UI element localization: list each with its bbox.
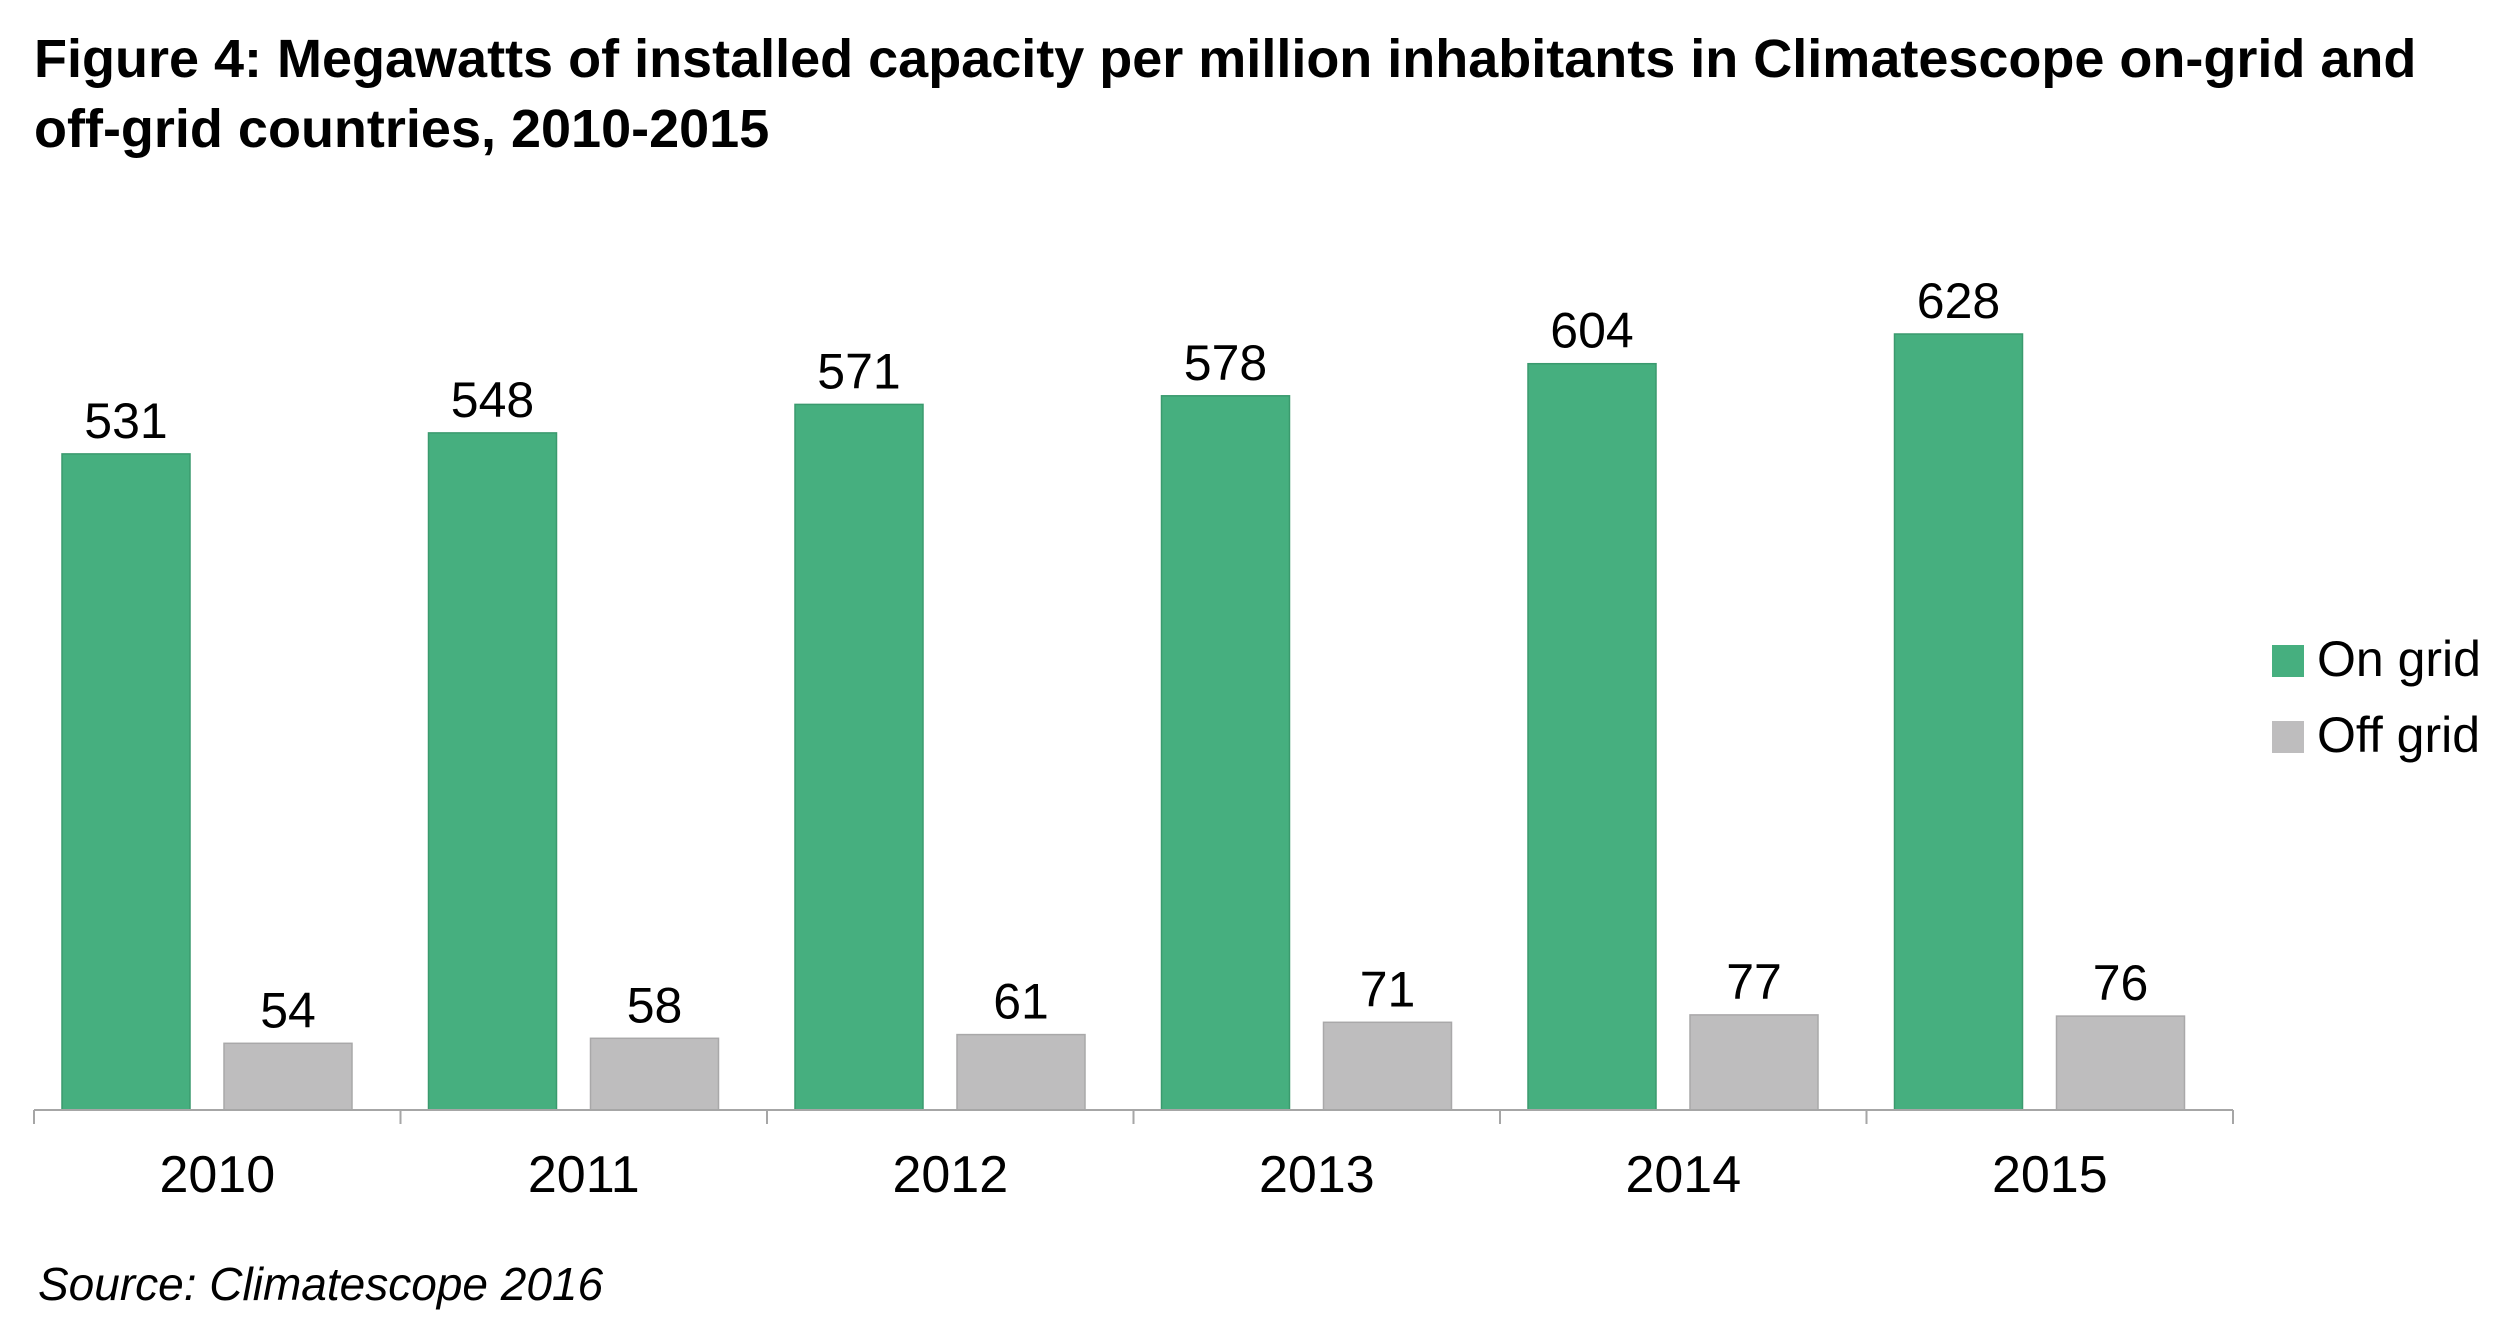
x-tick-label-2010: 2010 bbox=[159, 1146, 275, 1204]
x-axis: 2010 2011 2012 2013 2014 2015 bbox=[33, 1109, 2234, 1204]
bar-on-grid-2012 bbox=[794, 403, 924, 1111]
bar-on-grid-2015 bbox=[1893, 333, 2024, 1111]
legend-label-off-grid: Off grid bbox=[2317, 707, 2480, 763]
data-label-on-grid-2010: 531 bbox=[84, 393, 167, 449]
bar-off-grid-2015 bbox=[2055, 1015, 2186, 1111]
bars-layer bbox=[61, 333, 2186, 1111]
bar-off-grid-2014 bbox=[1689, 1014, 1819, 1111]
chart-title: Figure 4: Megawatts of installed capacit… bbox=[34, 29, 2417, 159]
data-label-off-grid-2010: 54 bbox=[260, 982, 316, 1038]
x-tick-label-2011: 2011 bbox=[528, 1146, 640, 1204]
data-label-on-grid-2013: 578 bbox=[1184, 335, 1267, 391]
bar-on-grid-2013 bbox=[1160, 395, 1291, 1111]
data-labels-layer: 531 54 548 58 571 61 578 71 604 77 628 76 bbox=[84, 273, 2148, 1038]
source-note: Source: Climatescope 2016 bbox=[38, 1258, 604, 1310]
data-label-off-grid-2012: 61 bbox=[993, 974, 1049, 1030]
data-label-off-grid-2014: 77 bbox=[1726, 954, 1782, 1010]
bar-off-grid-2010 bbox=[223, 1042, 353, 1111]
data-label-off-grid-2015: 76 bbox=[2093, 955, 2149, 1011]
legend-swatch-off-grid bbox=[2272, 721, 2304, 753]
x-tick-label-2015: 2015 bbox=[1992, 1146, 2108, 1204]
data-label-on-grid-2012: 571 bbox=[817, 343, 900, 399]
x-tick-label-2013: 2013 bbox=[1259, 1146, 1375, 1204]
x-tick-label-2014: 2014 bbox=[1625, 1146, 1741, 1204]
legend-swatch-on-grid bbox=[2272, 645, 2304, 677]
data-label-on-grid-2011: 548 bbox=[451, 372, 534, 428]
bar-on-grid-2010 bbox=[61, 453, 191, 1111]
x-tick-label-2012: 2012 bbox=[892, 1146, 1008, 1204]
legend-label-on-grid: On grid bbox=[2317, 631, 2481, 687]
data-label-on-grid-2014: 604 bbox=[1550, 303, 1633, 359]
bar-on-grid-2011 bbox=[427, 432, 558, 1111]
data-label-off-grid-2013: 71 bbox=[1360, 961, 1416, 1017]
bar-off-grid-2011 bbox=[589, 1037, 720, 1111]
legend: On grid Off grid bbox=[2272, 631, 2481, 763]
data-label-on-grid-2015: 628 bbox=[1917, 273, 2000, 329]
bar-on-grid-2014 bbox=[1527, 362, 1657, 1111]
bar-off-grid-2012 bbox=[956, 1033, 1086, 1111]
bar-off-grid-2013 bbox=[1322, 1021, 1453, 1111]
data-label-off-grid-2011: 58 bbox=[627, 977, 683, 1033]
